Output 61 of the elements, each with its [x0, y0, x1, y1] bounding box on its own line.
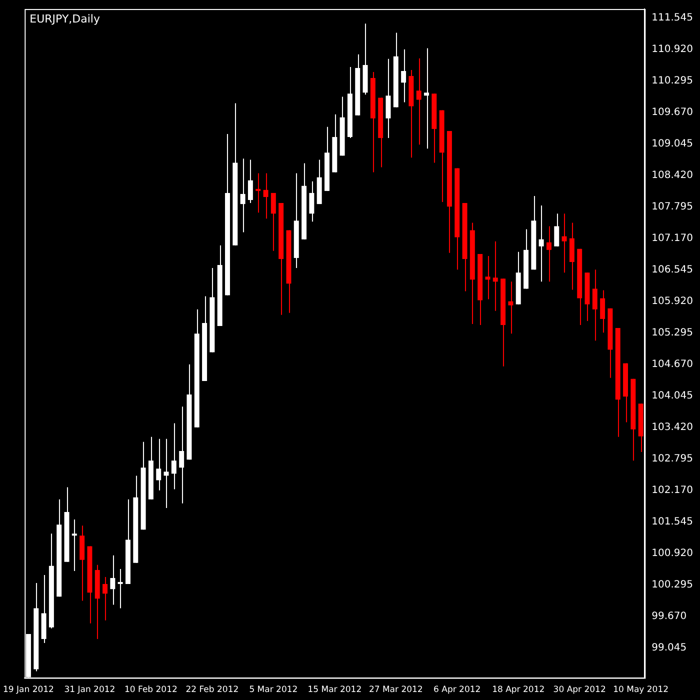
x-tick-label: 27 Mar 2012	[368, 685, 423, 696]
x-tick-label: 18 Apr 2012	[492, 685, 545, 696]
y-tick-label: 103.420	[652, 422, 694, 433]
y-tick-label: 108.420	[652, 170, 694, 181]
candlestick	[110, 554, 116, 606]
candlestick	[256, 172, 261, 214]
candlestick	[546, 226, 552, 282]
x-tick-label: 30 Apr 2012	[553, 685, 606, 696]
candlestick	[179, 406, 184, 504]
candlestick	[562, 213, 567, 274]
y-tick-label: 110.295	[652, 75, 694, 86]
chart-title: EURJPY,Daily	[30, 12, 100, 26]
y-tick-label: 105.295	[652, 327, 694, 338]
y-tick-label: 104.670	[652, 358, 694, 370]
y-tick-label: 111.545	[652, 12, 694, 24]
y-tick-label: 99.670	[652, 610, 687, 622]
candlestick	[592, 269, 598, 342]
x-tick-label: 15 Mar 2012	[308, 685, 362, 696]
candlestick	[401, 48, 406, 103]
candlestick	[72, 519, 77, 572]
candlestick	[309, 180, 314, 222]
candlestick	[554, 213, 560, 247]
candlestick	[492, 240, 498, 312]
y-tick-label: 110.920	[652, 44, 694, 55]
candlestick	[508, 281, 514, 334]
candlestick	[156, 438, 162, 491]
y-tick-label: 109.670	[652, 106, 694, 118]
candlestick	[171, 422, 176, 490]
x-tick-label: 19 Jan 2012	[3, 685, 54, 696]
candlestick	[424, 48, 429, 150]
candlestick	[118, 568, 123, 609]
y-tick-label: 109.045	[652, 138, 694, 150]
candlestick	[240, 158, 246, 233]
candlestick	[386, 58, 391, 139]
x-tick-label: 6 Apr 2012	[434, 685, 481, 696]
y-tick-label: 107.795	[652, 201, 694, 212]
y-tick-label: 106.545	[652, 264, 694, 276]
candlestick	[102, 576, 108, 621]
candlestick	[164, 438, 169, 508]
y-tick-label: 105.920	[652, 296, 694, 307]
candlestick	[263, 172, 268, 220]
x-tick-label: 31 Jan 2012	[64, 685, 116, 696]
candlestick	[248, 159, 253, 204]
x-tick-label: 5 Mar 2012	[249, 685, 298, 696]
y-tick-label: 107.170	[652, 232, 694, 244]
y-tick-label: 100.295	[652, 579, 694, 590]
y-tick-label: 104.045	[652, 390, 694, 402]
x-tick-label: 10 May 2012	[613, 685, 669, 696]
candlestick	[416, 58, 422, 146]
candlestick	[569, 222, 574, 290]
y-tick-label: 102.170	[652, 484, 694, 496]
candlestick	[600, 290, 606, 334]
candlestick	[270, 192, 276, 252]
y-tick-label: 99.045	[652, 642, 687, 654]
y-tick-label: 102.795	[652, 453, 694, 464]
x-tick-label: 10 Feb 2012	[124, 685, 178, 696]
y-tick-label: 100.920	[652, 548, 694, 559]
candlestick	[538, 205, 544, 282]
x-tick-label: 22 Feb 2012	[186, 685, 239, 696]
candlestick	[485, 255, 490, 300]
y-tick-label: 101.545	[652, 516, 694, 528]
